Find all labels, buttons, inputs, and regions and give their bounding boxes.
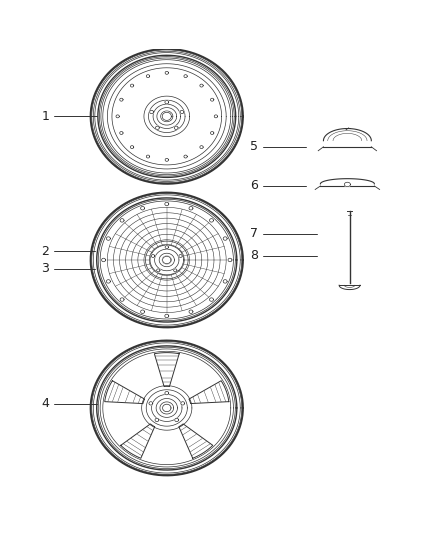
Polygon shape bbox=[165, 101, 169, 104]
Polygon shape bbox=[120, 132, 123, 134]
Polygon shape bbox=[174, 126, 178, 130]
Polygon shape bbox=[165, 391, 169, 395]
Polygon shape bbox=[165, 158, 169, 161]
Polygon shape bbox=[179, 424, 213, 458]
Text: 1: 1 bbox=[41, 110, 49, 123]
Polygon shape bbox=[209, 219, 213, 222]
Polygon shape bbox=[181, 402, 184, 405]
Polygon shape bbox=[102, 258, 106, 262]
Polygon shape bbox=[175, 418, 179, 422]
Polygon shape bbox=[214, 115, 218, 118]
Polygon shape bbox=[152, 255, 155, 257]
Polygon shape bbox=[141, 310, 145, 313]
Polygon shape bbox=[211, 98, 214, 101]
Polygon shape bbox=[165, 246, 169, 248]
Polygon shape bbox=[150, 110, 153, 114]
Polygon shape bbox=[162, 256, 171, 264]
Text: 2: 2 bbox=[41, 245, 49, 258]
Polygon shape bbox=[184, 75, 187, 78]
Polygon shape bbox=[116, 115, 119, 118]
Polygon shape bbox=[228, 258, 232, 262]
Polygon shape bbox=[173, 269, 177, 272]
Polygon shape bbox=[162, 404, 171, 411]
Polygon shape bbox=[105, 381, 145, 403]
Polygon shape bbox=[120, 98, 123, 101]
Text: 5: 5 bbox=[250, 140, 258, 154]
Polygon shape bbox=[200, 84, 203, 87]
Polygon shape bbox=[184, 155, 187, 158]
Polygon shape bbox=[209, 298, 213, 301]
Polygon shape bbox=[189, 381, 229, 403]
Polygon shape bbox=[162, 112, 171, 120]
Polygon shape bbox=[155, 418, 159, 422]
Polygon shape bbox=[155, 126, 159, 130]
Polygon shape bbox=[157, 269, 160, 272]
Polygon shape bbox=[200, 146, 203, 149]
Polygon shape bbox=[223, 237, 227, 240]
Polygon shape bbox=[223, 280, 227, 283]
Text: 8: 8 bbox=[250, 249, 258, 262]
Polygon shape bbox=[141, 206, 145, 210]
Polygon shape bbox=[120, 298, 124, 301]
Polygon shape bbox=[149, 402, 153, 405]
Polygon shape bbox=[154, 353, 179, 386]
Polygon shape bbox=[106, 280, 110, 283]
Polygon shape bbox=[189, 206, 193, 210]
Text: 4: 4 bbox=[41, 397, 49, 410]
Text: 7: 7 bbox=[250, 228, 258, 240]
Text: 6: 6 bbox=[250, 180, 258, 192]
Polygon shape bbox=[211, 132, 214, 134]
Polygon shape bbox=[165, 314, 169, 318]
Polygon shape bbox=[120, 219, 124, 222]
Polygon shape bbox=[165, 202, 169, 206]
Polygon shape bbox=[131, 146, 134, 149]
Polygon shape bbox=[106, 237, 110, 240]
Polygon shape bbox=[179, 255, 182, 257]
Polygon shape bbox=[131, 84, 134, 87]
Polygon shape bbox=[121, 424, 155, 458]
Polygon shape bbox=[146, 75, 150, 78]
Polygon shape bbox=[165, 71, 169, 74]
Polygon shape bbox=[180, 110, 184, 114]
Text: 3: 3 bbox=[41, 262, 49, 275]
Polygon shape bbox=[344, 182, 350, 187]
Polygon shape bbox=[189, 310, 193, 313]
Polygon shape bbox=[146, 155, 150, 158]
